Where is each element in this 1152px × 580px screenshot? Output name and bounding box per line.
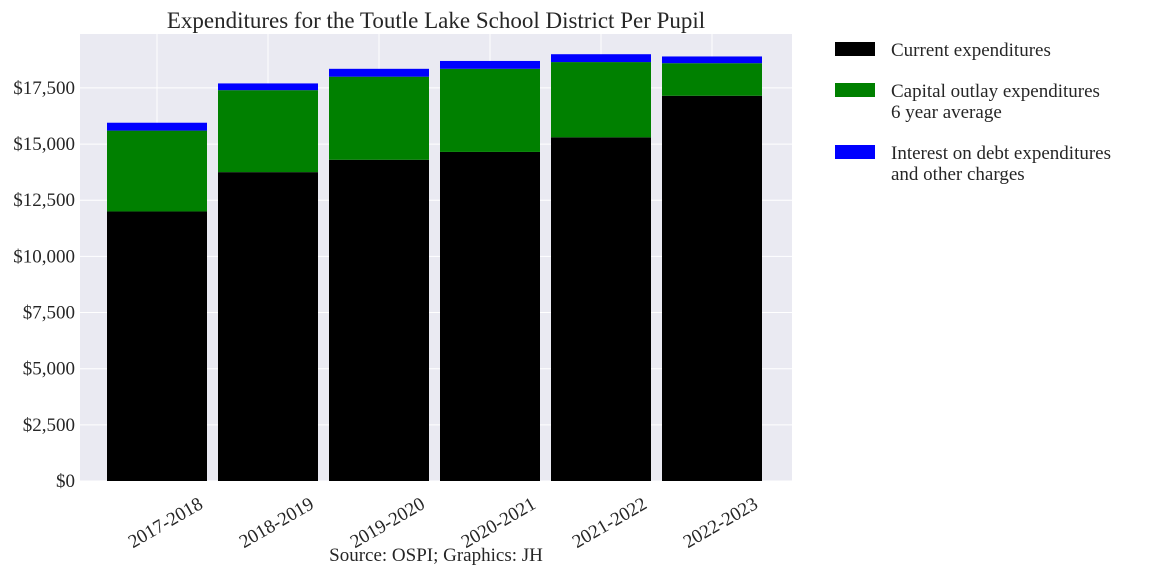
- bar-segment-capital-outlay: [440, 68, 540, 152]
- bars: [107, 54, 762, 482]
- y-tick-label: $15,000: [13, 134, 75, 155]
- y-tick-label: $10,000: [13, 246, 75, 267]
- legend-swatch: [835, 145, 875, 159]
- y-tick-label: $7,500: [23, 303, 75, 324]
- legend-label: Interest on debt expenditures and other c…: [891, 143, 1111, 185]
- bar-segment-interest-debt: [440, 60, 540, 69]
- bar-segment-capital-outlay: [218, 90, 318, 173]
- y-axis-ticks: $0 $2,500 $5,000 $7,500 $10,000 $12,500 $15,00…: [13, 78, 75, 492]
- y-tick-label: $0: [56, 471, 75, 492]
- legend-label: Current expenditures: [891, 40, 1051, 61]
- x-tick-label: 2018-2019: [236, 493, 318, 552]
- x-tick-label: 2022-2023: [680, 493, 762, 552]
- bar-segment-interest-debt: [218, 83, 318, 91]
- y-tick-label: $17,500: [13, 78, 75, 99]
- x-tick-label: 2019-2020: [347, 493, 429, 552]
- chart-caption: Source: OSPI; Graphics: JH: [329, 545, 543, 566]
- bar-segment-interest-debt: [551, 54, 651, 63]
- bar-segment-interest-debt: [662, 56, 762, 64]
- bar-segment-capital-outlay: [662, 63, 762, 96]
- x-axis-ticks: 2017-2018 2018-2019 2019-2020 2020-2021 2021…: [125, 493, 762, 552]
- legend: Current expenditures Capital outlay expen…: [835, 40, 1111, 185]
- bar-segment-capital-outlay: [329, 76, 429, 160]
- chart-title: Expenditures for the Toutle Lake School …: [167, 8, 705, 33]
- legend-label: Capital outlay expenditures 6 year averag…: [891, 81, 1100, 123]
- bar-segment-capital-outlay: [551, 62, 651, 138]
- bar-segment-current: [218, 172, 318, 481]
- bar-segment-current: [662, 95, 762, 481]
- y-tick-label: $12,500: [13, 190, 75, 211]
- y-tick-label: $2,500: [23, 415, 75, 436]
- bar-segment-current: [329, 159, 429, 481]
- y-tick-label: $5,000: [23, 359, 75, 380]
- bar-segment-capital-outlay: [107, 130, 207, 212]
- bar-segment-current: [551, 137, 651, 481]
- legend-swatch: [835, 42, 875, 56]
- x-tick-label: 2021-2022: [569, 493, 651, 552]
- bar-segment-current: [107, 211, 207, 481]
- legend-swatch: [835, 83, 875, 97]
- x-tick-label: 2017-2018: [125, 493, 207, 552]
- x-tick-label: 2020-2021: [458, 493, 540, 552]
- bar-segment-interest-debt: [329, 68, 429, 77]
- bar-segment-interest-debt: [107, 122, 207, 131]
- bar-segment-current: [440, 151, 540, 482]
